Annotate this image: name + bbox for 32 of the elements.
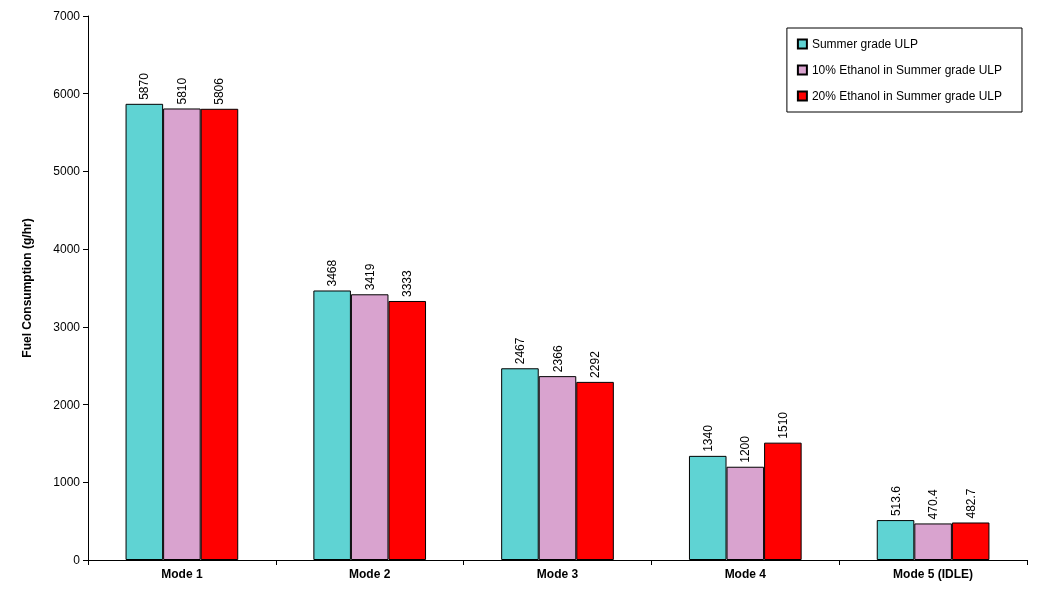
data-label: 1340 (700, 424, 715, 452)
y-tick-label: 0 (73, 553, 81, 567)
y-axis-title: Fuel Consumption (g/hr) (20, 218, 34, 358)
data-label: 3468 (325, 259, 340, 287)
data-label: 2292 (588, 350, 603, 378)
data-label: 5870 (137, 72, 152, 100)
data-label: 1510 (775, 411, 790, 439)
x-tick-label: Mode 3 (536, 567, 579, 581)
data-label: 2366 (550, 345, 565, 373)
x-tick-label: Mode 5 (IDLE) (893, 567, 974, 581)
y-tick-label: 3000 (53, 319, 81, 334)
data-label: 470.4 (926, 489, 941, 520)
y-tick-label: 2000 (53, 397, 81, 412)
y-tick-label: 4000 (53, 242, 81, 257)
x-tick-label: Mode 4 (724, 567, 767, 581)
legend-label: 20% Ethanol in Summer grade ULP (811, 89, 1003, 103)
y-tick-label: 7000 (53, 9, 81, 23)
x-tick-label: Mode 1 (161, 567, 203, 581)
y-tick-label: 5000 (53, 164, 81, 179)
data-label: 482.7 (963, 488, 978, 519)
x-tick-label: Mode 2 (349, 567, 391, 581)
data-label: 2467 (512, 337, 527, 365)
data-label: 3419 (362, 263, 377, 291)
data-label: 1200 (738, 435, 753, 463)
y-tick-label: 1000 (53, 475, 81, 490)
data-label: 3333 (400, 269, 415, 297)
legend-label: Summer grade ULP (811, 37, 918, 51)
y-tick-label: 6000 (53, 86, 81, 101)
legend-label: 10% Ethanol in Summer grade ULP (811, 63, 1003, 77)
data-label: 513.6 (888, 485, 903, 517)
data-label: 5806 (212, 77, 227, 105)
data-label: 5810 (174, 77, 189, 105)
